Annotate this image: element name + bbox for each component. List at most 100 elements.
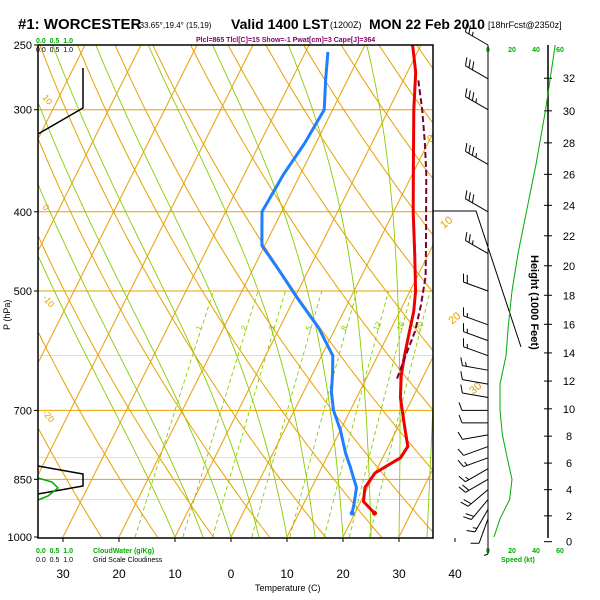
forecast-label: [18hrFcst@2350z] <box>488 20 562 30</box>
isotherm-label-0: 0 <box>425 133 437 146</box>
wind-barb-850 <box>458 478 489 493</box>
height-tick-label-20: 20 <box>563 261 575 273</box>
station-title: #1: WORCESTER <box>18 16 142 33</box>
wind-barb-shaft <box>462 379 489 385</box>
wind-barb-half-flag <box>465 362 467 367</box>
wind-barb-shaft <box>465 96 489 111</box>
mixing-ratio-5 <box>251 290 323 538</box>
mixing-ratio-16 <box>348 290 413 538</box>
moist-adiabat-0 <box>38 101 232 538</box>
series-temperature-line <box>362 44 418 515</box>
wind-barb-shaft <box>470 499 489 520</box>
moist-adiabat-30 <box>366 45 401 537</box>
wind-barb-625 <box>460 357 489 371</box>
mixing-ratio-label-4: 8 <box>339 324 349 332</box>
speed-axis-label: Speed (kt) <box>501 557 535 564</box>
wind-barb-flag <box>468 25 471 35</box>
x-axis-label: Temperature (C) <box>255 583 321 593</box>
dry-adiabat-label-2: -10 <box>40 293 56 309</box>
frame-extension <box>433 210 522 348</box>
wind-barb-flag <box>460 501 469 507</box>
isotherm-label-1: 10 <box>438 214 455 231</box>
wind-barb-shaft <box>463 457 489 468</box>
wind-barb-250 <box>464 23 489 46</box>
wind-barb-700 <box>458 402 488 411</box>
mixing-ratio-label-0: 1 <box>194 324 204 332</box>
temperature-tick-label-0: 30 <box>56 567 70 581</box>
mixing-ratio-12 <box>323 290 390 538</box>
wind-barb-275 <box>464 57 489 80</box>
moist-adiabat-35 <box>426 393 433 538</box>
isotherm-label-2: 20 <box>446 310 463 327</box>
wind-barb-flag <box>457 448 464 456</box>
isotherm-50 <box>511 45 600 537</box>
moist-adiabat-5 <box>52 45 260 538</box>
y-axis-label: P (hPa) <box>2 300 12 330</box>
isotherm--60 <box>38 45 142 253</box>
speed-tick-bottom-3: 60 <box>556 548 564 555</box>
height-tick-label-16: 16 <box>563 319 575 331</box>
mixing-ratio-label-2: 3 <box>267 324 277 332</box>
wind-barb-flag <box>463 516 472 520</box>
wind-barb-half-flag <box>471 240 474 245</box>
temperature-tick-label-3: 0 <box>228 567 235 581</box>
temperature-tick-label-1: 20 <box>112 567 126 581</box>
height-tick-label-28: 28 <box>563 138 575 150</box>
wind-barb-flag <box>458 475 466 483</box>
height-tick-label-18: 18 <box>563 290 575 302</box>
sounding-series <box>260 44 428 516</box>
wind-barb-half-flag <box>464 461 468 466</box>
wind-barb-flag <box>468 90 471 99</box>
mixing-ratio-3 <box>212 290 286 538</box>
cloud-water-scale-top: 0.0 0.5 1.0 <box>36 38 73 45</box>
mixing-ratio-label-3: 5 <box>304 324 314 332</box>
wind-barb-550 <box>462 307 489 326</box>
wind-barb-650 <box>460 371 489 385</box>
mixing-ratio-label-5: 12 <box>371 320 383 332</box>
wind-barb-flag <box>464 88 468 97</box>
wind-barb-500 <box>462 273 489 292</box>
speed-tick-top-1: 20 <box>508 47 516 54</box>
wind-barb-flag <box>457 431 463 440</box>
moist-adiabat--10 <box>38 254 176 538</box>
speed-tick-bottom-2: 40 <box>532 548 540 555</box>
wind-barb-flag <box>460 371 463 380</box>
temperature-tick-label-5: 20 <box>336 567 350 581</box>
pressure-tick-label-400: 400 <box>14 207 32 219</box>
moist-adiabat-25 <box>287 45 372 537</box>
wind-barb-flag <box>458 414 463 424</box>
dry-adiabat-400 <box>454 45 600 537</box>
wind-panel: 00202040406060 <box>457 23 564 556</box>
wind-barb-flag <box>466 529 476 533</box>
wind-barb-shaft <box>474 509 489 533</box>
frame-diagonal <box>433 210 522 348</box>
wind-barb-350 <box>464 142 489 165</box>
wind-barb-950 <box>470 518 489 544</box>
wind-barb-flag <box>464 23 468 33</box>
isobars <box>38 109 433 500</box>
moist-adiabats <box>38 45 433 538</box>
dry-adiabat-340 <box>227 45 433 352</box>
moist-adiabat--5 <box>38 182 204 538</box>
dry-adiabat-310 <box>114 45 433 533</box>
wind-barb-flag <box>460 357 463 366</box>
wind-barb-shaft <box>462 392 489 399</box>
dry-adiabat-300 <box>77 45 382 538</box>
station-coords: -33.65°,19.4° (15,19) <box>137 21 212 30</box>
pressure-tick-label-1000: 1000 <box>8 532 32 544</box>
wind-barb-725 <box>458 414 488 424</box>
dry-adiabat-350 <box>265 45 433 294</box>
pressure-tick-label-500: 500 <box>14 286 32 298</box>
cloudiness-scale-bottom: 0.0 0.5 1.0 <box>36 557 73 564</box>
height-tick-label-12: 12 <box>563 376 575 388</box>
wind-barb-925 <box>466 509 489 533</box>
wind-barb-875 <box>460 489 489 507</box>
isotherm--70 <box>38 45 86 141</box>
pressure-tick-label-700: 700 <box>14 405 32 417</box>
wind-barb-shaft <box>462 434 489 440</box>
wind-barb-shaft <box>463 281 489 292</box>
stability-indices: Plcl=865 Tlcl[C]=15 Show=-1 Pwat[cm]=3 C… <box>196 37 375 44</box>
wind-barb-flag <box>464 190 468 199</box>
